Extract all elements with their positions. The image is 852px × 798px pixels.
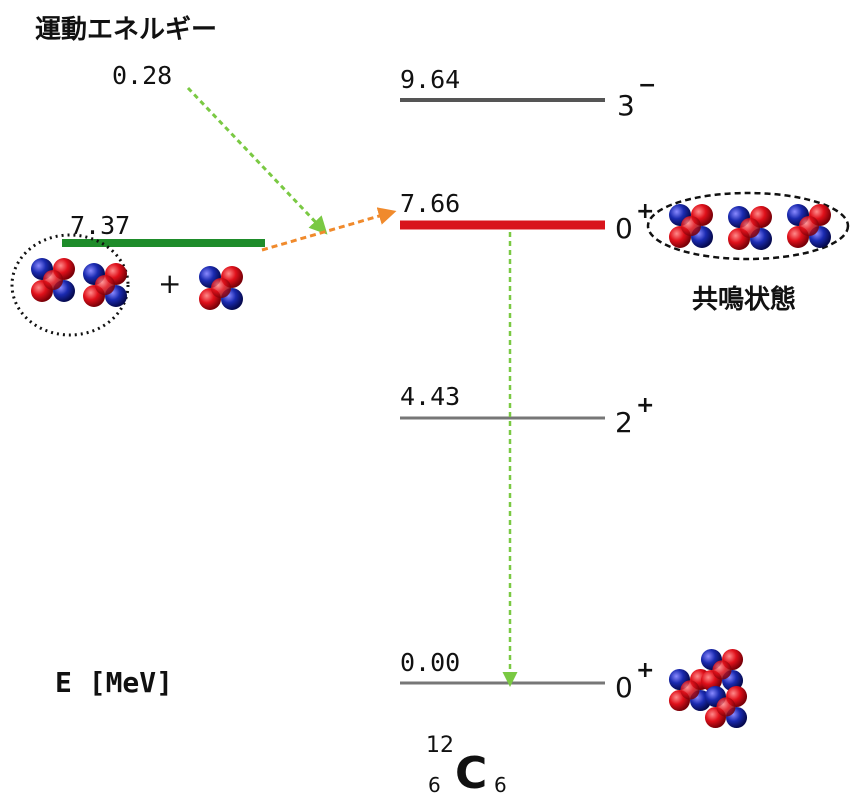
level-spin: 3: [617, 89, 635, 122]
level-energy: 0.00: [400, 648, 460, 677]
level-spin: 2: [615, 406, 633, 439]
kinetic-energy-value: 0.28: [112, 61, 172, 90]
plus-sign: +: [158, 267, 181, 300]
level-parity: +: [636, 393, 654, 418]
capture-arrow: [262, 212, 393, 250]
level-spin: 0: [615, 671, 633, 704]
alpha-particle: [83, 263, 127, 307]
element-symbol: C: [455, 748, 487, 798]
threshold-energy: 7.37: [70, 211, 130, 240]
alpha-particle: [705, 686, 747, 728]
level-parity: −: [638, 73, 656, 98]
mass-number: 12: [426, 733, 454, 758]
level-energy: 7.66: [400, 189, 460, 218]
energy-level-diagram: 運動エネルギー 0.28 7.37 + 9.64 3 − 7.66 0 + 共鳴…: [0, 0, 852, 798]
alpha-particle: [701, 649, 743, 691]
alpha-particle: [787, 204, 831, 248]
atomic-number: 6: [428, 773, 441, 797]
alpha-particle: [728, 206, 772, 250]
kinetic-energy-label: 運動エネルギー: [35, 15, 217, 45]
level-parity: +: [636, 658, 654, 683]
neutron-number: 6: [494, 773, 507, 797]
alpha-particle: [199, 266, 243, 310]
alpha-particle: [669, 204, 713, 248]
level-spin: 0: [615, 212, 633, 245]
resonance-label: 共鳴状態: [692, 284, 796, 315]
level-energy: 9.64: [400, 65, 460, 94]
kinetic-arrow: [188, 88, 325, 232]
level-energy: 4.43: [400, 382, 460, 411]
level-parity: +: [636, 199, 654, 224]
alpha-particle: [31, 258, 75, 302]
energy-unit-label: E [MeV]: [55, 666, 173, 699]
